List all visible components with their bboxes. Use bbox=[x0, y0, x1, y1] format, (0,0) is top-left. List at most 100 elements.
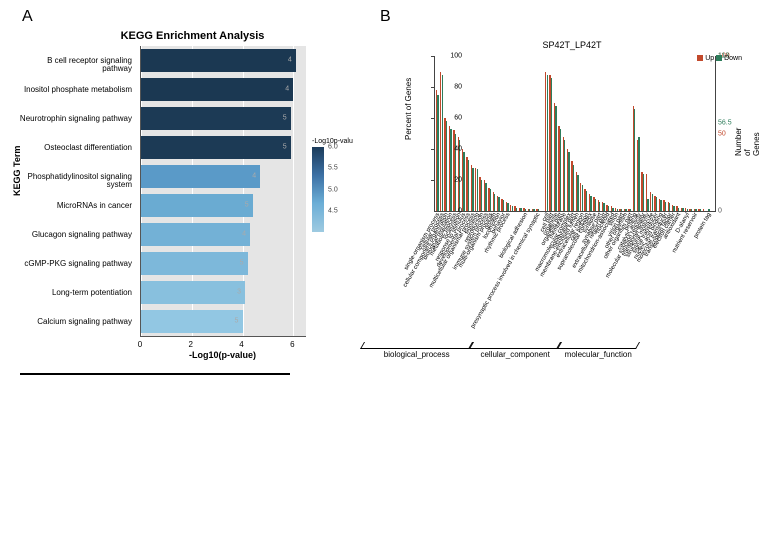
y-tick-label: B cell receptor signaling pathway bbox=[16, 57, 132, 73]
bar-down bbox=[516, 208, 517, 211]
colorbar-tick: 6.0 bbox=[328, 144, 338, 151]
bar-down bbox=[586, 191, 587, 211]
x-tick-label: 2 bbox=[189, 340, 193, 349]
panel-b-bars bbox=[435, 56, 715, 211]
panel-a-underline bbox=[20, 373, 290, 375]
y-tick-right: 0 bbox=[718, 208, 722, 215]
bar-end-label: 4 bbox=[252, 173, 256, 180]
bar-down bbox=[551, 78, 552, 211]
bar-up bbox=[703, 209, 704, 211]
y-tick-label: MicroRNAs in cancer bbox=[16, 202, 132, 210]
bar-down bbox=[625, 209, 626, 211]
bar-down bbox=[450, 129, 451, 211]
bar-down bbox=[647, 199, 648, 211]
bar-end-label: 5 bbox=[245, 202, 249, 209]
bar-down bbox=[437, 95, 438, 211]
bar-down bbox=[555, 106, 556, 211]
bar bbox=[141, 194, 253, 216]
legend-label-up: Up bbox=[705, 55, 714, 62]
bar-down bbox=[525, 209, 526, 211]
panel-label-a: A bbox=[22, 8, 33, 26]
bar-down bbox=[520, 208, 521, 211]
colorbar-tick: 5.0 bbox=[328, 186, 338, 193]
x-tick-label: 0 bbox=[138, 340, 142, 349]
bar-end-label: 4 bbox=[285, 86, 289, 93]
bar-down bbox=[612, 208, 613, 211]
panel-a-xlabel: -Log10(p-value) bbox=[140, 350, 305, 360]
bar bbox=[141, 223, 250, 245]
bar-down bbox=[643, 174, 644, 211]
bar-down bbox=[529, 209, 530, 211]
kegg-enrichment-chart: KEGG Enrichment Analysis KEGG Term 44554… bbox=[20, 28, 365, 368]
y-tick-right: 56.5 bbox=[718, 120, 732, 127]
y-tick-left: 40 bbox=[454, 146, 462, 153]
legend-swatch-down bbox=[716, 55, 722, 61]
bar-down bbox=[538, 209, 539, 211]
y-tick-right: 50 bbox=[718, 130, 726, 137]
bar-down bbox=[673, 206, 674, 211]
x-tick-label: 4 bbox=[239, 340, 243, 349]
group-bracket bbox=[469, 342, 561, 349]
bar-down bbox=[512, 206, 513, 211]
bar-end-label: 5 bbox=[283, 115, 287, 122]
bar-down bbox=[669, 203, 670, 211]
bar bbox=[141, 136, 291, 158]
group-bracket bbox=[557, 342, 640, 349]
bar-down bbox=[573, 165, 574, 212]
y-tick-label: Calcium signaling pathway bbox=[16, 318, 132, 326]
bar-down bbox=[708, 209, 709, 211]
bar-down bbox=[691, 209, 692, 211]
bar bbox=[141, 165, 260, 187]
bar-down bbox=[446, 121, 447, 211]
group-bracket bbox=[360, 342, 473, 349]
bar-down bbox=[656, 197, 657, 211]
bar-end-label: 5 bbox=[235, 318, 239, 325]
bar bbox=[141, 281, 245, 303]
y-tick-left: 80 bbox=[454, 84, 462, 91]
colorbar-tick: 4.5 bbox=[328, 207, 338, 214]
bar bbox=[141, 78, 293, 100]
bar-down bbox=[490, 189, 491, 211]
panel-a-colorbar: -Log10p-valu 6.05.55.04.5 bbox=[312, 138, 358, 232]
bar-down bbox=[442, 75, 443, 211]
legend-label-down: Down bbox=[724, 55, 742, 62]
bar-down bbox=[498, 197, 499, 211]
y-tick-label: Inositol phosphate metabolism bbox=[16, 86, 132, 94]
y-tick-label: Long-term potentiation bbox=[16, 289, 132, 297]
panel-b-group-brackets: biological_processcellular_componentmole… bbox=[434, 342, 714, 360]
bar-down bbox=[568, 152, 569, 211]
bar-down bbox=[700, 209, 701, 211]
bar-down bbox=[608, 206, 609, 211]
bar-down bbox=[577, 175, 578, 211]
y-tick-label: Osteoclast differentiation bbox=[16, 144, 132, 152]
panel-b-legend: Up Down bbox=[697, 54, 742, 64]
bar-down bbox=[695, 209, 696, 211]
group-label: cellular_component bbox=[480, 350, 549, 359]
bar-down bbox=[652, 194, 653, 211]
bar-down bbox=[660, 200, 661, 211]
bar-down bbox=[617, 209, 618, 211]
panel-label-b: B bbox=[380, 8, 391, 26]
group-label: molecular_function bbox=[565, 350, 632, 359]
panel-b-ylabel-right: Number of Genes bbox=[734, 128, 760, 156]
group-label: biological_process bbox=[384, 350, 450, 359]
bar-end-label: 5 bbox=[240, 260, 244, 267]
bar-down bbox=[533, 209, 534, 211]
bar-down bbox=[665, 202, 666, 211]
panel-b-plot bbox=[434, 56, 716, 212]
legend-swatch-up bbox=[697, 55, 703, 61]
y-tick-left: 60 bbox=[454, 115, 462, 122]
y-tick-label: Glucagon signaling pathway bbox=[16, 231, 132, 239]
go-bar-chart: SP42T_LP42T Percent of Genes Number of G… bbox=[398, 40, 746, 360]
bar-down bbox=[468, 160, 469, 211]
bar-down bbox=[682, 208, 683, 211]
y-tick-left: 20 bbox=[454, 177, 462, 184]
bar-down bbox=[560, 129, 561, 211]
bar-down bbox=[687, 209, 688, 211]
bar-down bbox=[678, 208, 679, 211]
bar bbox=[141, 310, 243, 332]
bar-down bbox=[630, 209, 631, 211]
bar-down bbox=[472, 168, 473, 211]
y-tick-left: 100 bbox=[450, 53, 462, 60]
colorbar-tick: 5.5 bbox=[328, 165, 338, 172]
